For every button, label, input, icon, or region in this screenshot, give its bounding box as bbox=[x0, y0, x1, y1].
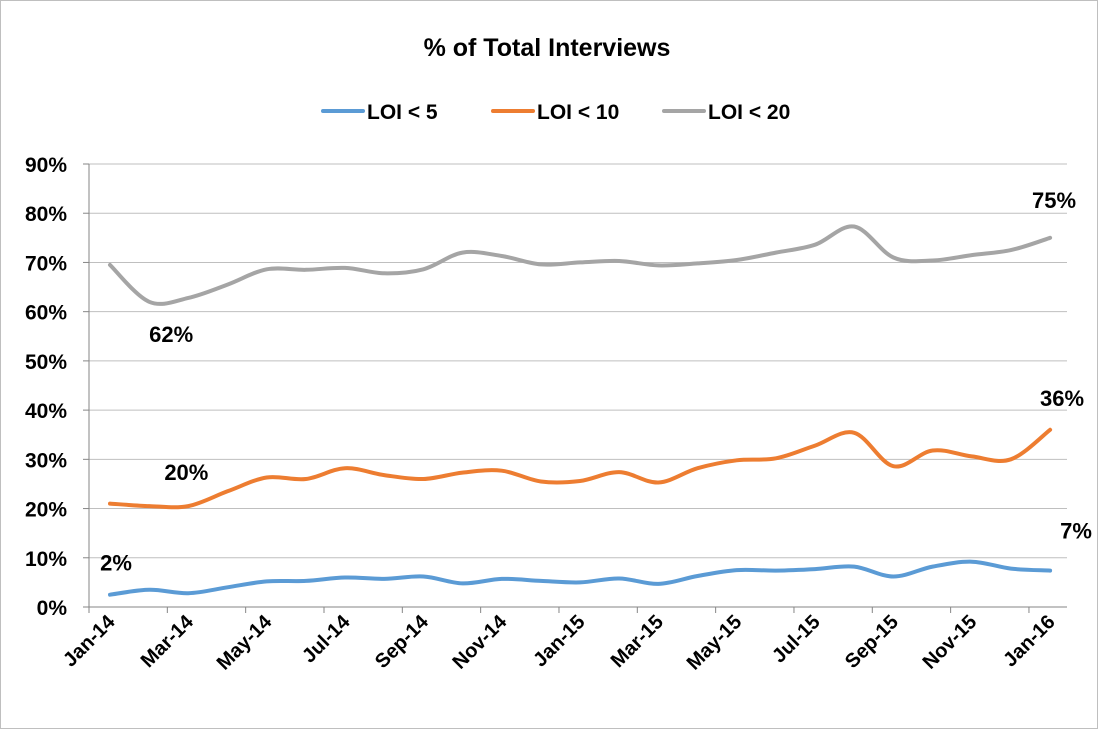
x-tick-label: Jul-14 bbox=[298, 610, 355, 667]
y-axis: 0% 10% 20% 30% 40% 50% 60% 70% 80% 90% bbox=[25, 154, 90, 620]
data-label: 7% bbox=[1060, 519, 1092, 544]
x-tick-label: Mar-14 bbox=[137, 610, 199, 672]
x-tick-label: Jan-15 bbox=[529, 611, 589, 671]
data-label: 20% bbox=[164, 460, 208, 485]
data-label: 62% bbox=[149, 322, 193, 347]
y-tick-label: 0% bbox=[37, 597, 68, 620]
x-tick-label: Jul-15 bbox=[768, 611, 824, 667]
series-line-2 bbox=[108, 427, 1053, 510]
data-label: 36% bbox=[1040, 386, 1084, 411]
plot-area bbox=[108, 224, 1053, 597]
y-tick-label: 40% bbox=[25, 400, 67, 423]
series-line-1 bbox=[108, 559, 1053, 597]
chart-title: % of Total Interviews bbox=[424, 34, 671, 62]
y-tick-label: 80% bbox=[25, 203, 67, 226]
x-tick-label: Sep-15 bbox=[841, 611, 903, 673]
x-axis: Jan-14 Mar-14 May-14 Jul-14 Sep-14 Nov-14 Jan-… bbox=[59, 606, 1067, 675]
data-label: 2% bbox=[100, 551, 132, 576]
x-tick-label: Jan-14 bbox=[59, 610, 120, 671]
legend: LOI < 5 LOI < 10 LOI < 20 bbox=[321, 101, 790, 124]
y-tick-label: 60% bbox=[25, 302, 67, 325]
x-tick-label: Nov-14 bbox=[449, 610, 512, 673]
data-label: 75% bbox=[1032, 188, 1076, 213]
legend-label-2: LOI < 10 bbox=[537, 101, 619, 124]
legend-label-3: LOI < 20 bbox=[708, 101, 790, 124]
x-tick-label: Sep-14 bbox=[371, 610, 434, 673]
y-tick-label: 90% bbox=[25, 154, 67, 177]
gridlines bbox=[89, 163, 1067, 559]
data-labels: 2% 7% 20% 36% 62% 75% bbox=[100, 188, 1092, 576]
x-tick-label: Mar-15 bbox=[607, 611, 668, 672]
legend-label-1: LOI < 5 bbox=[367, 101, 438, 124]
x-tick-label: May-14 bbox=[213, 610, 277, 674]
series-line-3 bbox=[108, 224, 1053, 306]
y-tick-label: 10% bbox=[25, 548, 67, 571]
y-tick-label: 50% bbox=[25, 351, 67, 374]
y-tick-label: 30% bbox=[25, 449, 67, 472]
y-tick-label: 70% bbox=[25, 252, 67, 275]
y-tick-label: 20% bbox=[25, 499, 67, 522]
x-tick-label: May-15 bbox=[683, 611, 747, 675]
x-tick-label: Jan-16 bbox=[999, 611, 1059, 671]
x-tick-label: Nov-15 bbox=[919, 611, 982, 674]
